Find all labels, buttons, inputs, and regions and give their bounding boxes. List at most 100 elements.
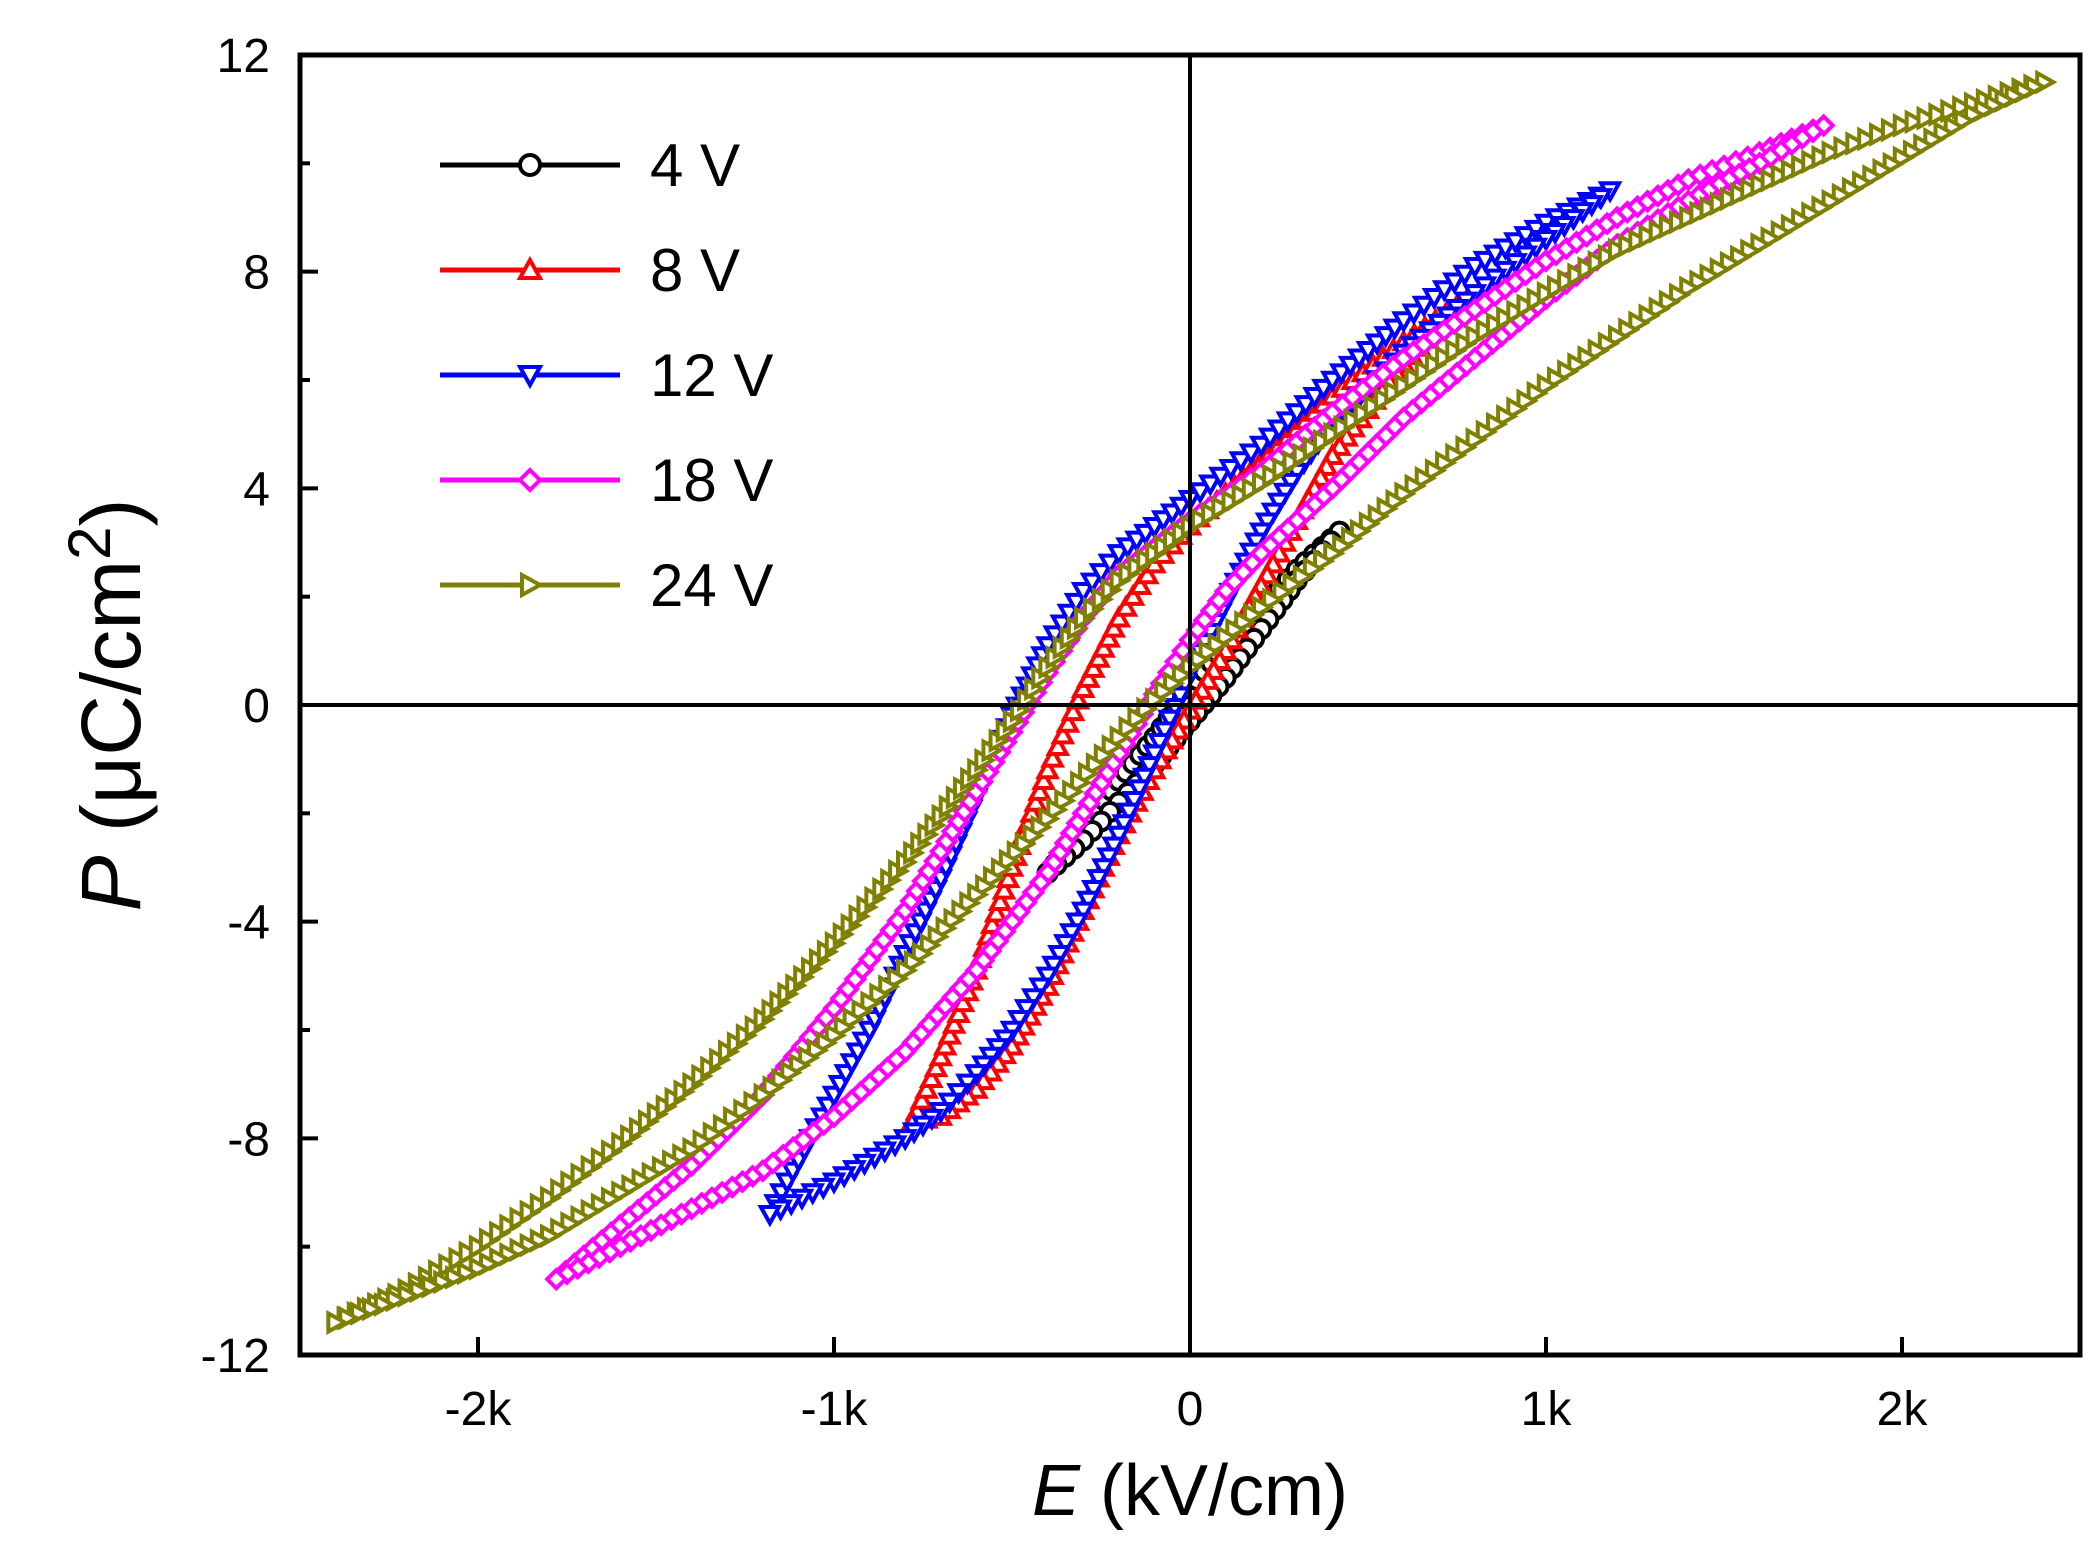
data-point — [1190, 507, 1214, 533]
data-point — [590, 1146, 614, 1172]
data-point — [1031, 767, 1057, 791]
legend-label: 18 V — [650, 447, 773, 514]
data-point — [1465, 324, 1488, 350]
data-point — [1404, 366, 1427, 391]
data-point — [1374, 386, 1397, 412]
data-point — [1411, 295, 1437, 319]
legend-label: 24 V — [650, 552, 773, 619]
data-point — [1106, 825, 1132, 849]
data-point — [570, 1162, 593, 1188]
data-point — [1760, 167, 1783, 193]
data-point — [478, 1227, 502, 1253]
data-point — [540, 1185, 563, 1211]
data-point — [909, 1087, 935, 1110]
data-point — [1302, 435, 1326, 461]
y-axis-title: P (μC/cm2) — [56, 498, 158, 911]
data-point — [1134, 561, 1160, 585]
data-point — [1058, 923, 1084, 946]
data-point — [1097, 553, 1123, 576]
data-point — [1445, 338, 1468, 363]
data-point — [1136, 756, 1162, 779]
y-axis-unit-superscript: 2 — [56, 526, 123, 559]
data-point — [1079, 572, 1105, 595]
data-point — [489, 1220, 512, 1246]
data-point — [544, 1267, 569, 1291]
data-point — [1719, 186, 1743, 212]
data-point — [1023, 789, 1049, 812]
series-markers-24-v — [326, 69, 2058, 1335]
data-point — [987, 888, 1013, 912]
data-point — [1292, 442, 1316, 468]
data-point — [937, 1022, 963, 1045]
data-point — [1442, 272, 1467, 295]
legend-label: 12 V — [650, 342, 773, 409]
data-point — [1492, 238, 1518, 261]
legend-marker — [518, 153, 542, 177]
x-axis-symbol: E — [1032, 1451, 1081, 1531]
data-point — [1064, 912, 1090, 935]
legend-marker — [520, 571, 545, 599]
data-point — [1740, 177, 1763, 203]
data-point — [1086, 869, 1111, 892]
data-point — [1857, 126, 1880, 152]
data-point — [1904, 109, 1927, 135]
data-point — [1113, 594, 1139, 617]
y-axis-symbol: P — [64, 856, 158, 912]
data-point — [1020, 988, 1046, 1011]
data-point — [1431, 280, 1457, 303]
data-point — [1096, 847, 1122, 870]
data-point — [1070, 901, 1096, 924]
data-point — [1060, 698, 1086, 722]
data-point — [499, 1213, 522, 1239]
data-point — [1028, 977, 1053, 1000]
data-point — [1197, 474, 1223, 497]
data-point — [1845, 131, 1868, 156]
data-point — [1116, 802, 1142, 825]
data-point — [1282, 449, 1305, 475]
legend-marker — [516, 365, 544, 390]
data-point — [1187, 482, 1213, 505]
x-tick-label: 1k — [1521, 1383, 1573, 1436]
data-point — [1152, 721, 1177, 744]
data-point — [1047, 944, 1072, 968]
data-point — [1730, 181, 1753, 207]
data-point — [1435, 345, 1458, 370]
data-point — [1167, 686, 1193, 709]
data-point — [1679, 205, 1702, 230]
data-point — [1608, 237, 1631, 263]
data-point — [1869, 122, 1892, 147]
data-point — [1091, 858, 1116, 881]
data-point — [1035, 966, 1060, 989]
data-point — [1648, 219, 1672, 244]
data-point — [326, 1310, 349, 1335]
data-point — [1126, 779, 1152, 802]
data-point — [1013, 999, 1039, 1022]
data-point — [1462, 257, 1488, 280]
data-point — [1587, 249, 1610, 275]
data-point — [1111, 814, 1137, 837]
data-point — [1075, 890, 1101, 914]
legend-marker — [517, 467, 543, 493]
data-point — [1928, 102, 1951, 127]
data-point — [601, 1139, 624, 1164]
data-point — [458, 1240, 481, 1266]
x-tick-label: 0 — [1177, 1383, 1204, 1436]
data-point — [1750, 172, 1773, 198]
legend-entry-18-v: 18 V — [440, 447, 773, 514]
data-point — [1516, 293, 1539, 319]
data-point — [1669, 209, 1692, 235]
data-point — [946, 1000, 971, 1023]
data-point — [1088, 563, 1114, 586]
data-point — [1567, 262, 1590, 288]
data-point — [1916, 105, 1939, 131]
data-point — [1940, 98, 1963, 124]
data-point — [1353, 400, 1377, 426]
data-point — [1424, 352, 1448, 377]
data-point — [1157, 709, 1183, 733]
data-point — [1421, 288, 1447, 311]
data-point — [560, 1170, 583, 1195]
data-point — [1536, 280, 1560, 306]
data-point — [1384, 379, 1407, 405]
y-tick-label: 8 — [243, 247, 270, 300]
data-point — [941, 1011, 967, 1034]
